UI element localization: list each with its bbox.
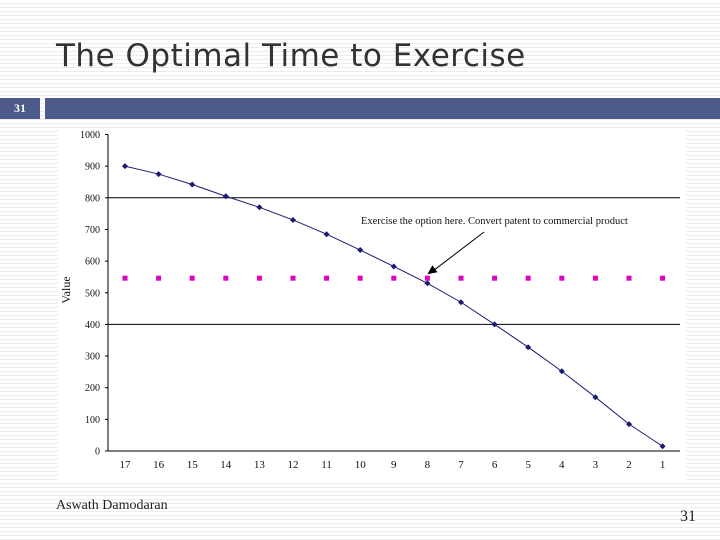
data-point-patent-value — [155, 171, 162, 178]
footer-author: Aswath Damodaran — [56, 498, 168, 513]
x-tick-label: 11 — [321, 459, 332, 471]
data-point-commercial-value — [424, 275, 430, 281]
data-point-commercial-value — [122, 275, 128, 281]
data-point-patent-value — [424, 280, 431, 287]
data-point-patent-value — [491, 321, 498, 328]
y-tick-label: 700 — [85, 225, 100, 236]
x-tick-label: 14 — [220, 459, 232, 471]
x-tick-label: 8 — [425, 459, 431, 471]
plot-area-background — [58, 128, 686, 481]
x-tick-label: 1 — [660, 459, 666, 471]
data-point-commercial-value — [189, 275, 195, 281]
data-point-patent-value — [323, 231, 330, 238]
y-tick-label: 900 — [85, 162, 100, 173]
data-point-patent-value — [122, 163, 128, 170]
annotation-label: Exercise the option here. Convert patent… — [361, 216, 628, 227]
y-tick-label: 0 — [95, 447, 100, 458]
y-tick-label: 300 — [85, 352, 100, 363]
data-point-commercial-value — [458, 275, 464, 281]
data-point-commercial-value — [357, 275, 363, 281]
data-point-commercial-value — [256, 275, 262, 281]
data-point-commercial-value — [156, 275, 162, 281]
y-axis-title: Value — [59, 276, 73, 303]
annotation-arrow-head — [427, 265, 438, 275]
data-point-commercial-value — [592, 275, 598, 281]
x-tick-label: 4 — [559, 459, 565, 471]
data-point-patent-value — [558, 368, 565, 375]
data-point-commercial-value — [525, 275, 531, 281]
data-point-patent-value — [256, 204, 263, 211]
x-tick-label: 15 — [187, 459, 199, 471]
x-tick-label: 9 — [391, 459, 397, 471]
data-point-commercial-value — [324, 275, 330, 281]
x-tick-label: 16 — [153, 459, 165, 471]
y-tick-label: 200 — [85, 383, 100, 394]
y-tick-label: 800 — [85, 193, 100, 204]
x-tick-label: 17 — [120, 459, 132, 471]
data-point-patent-value — [592, 394, 599, 401]
x-tick-label: 7 — [458, 459, 464, 471]
data-point-commercial-value — [290, 275, 296, 281]
data-point-patent-value — [390, 263, 397, 270]
y-tick-label: 100 — [85, 415, 100, 426]
data-point-commercial-value — [223, 275, 229, 281]
data-point-commercial-value — [626, 275, 632, 281]
y-tick-label: 600 — [85, 257, 100, 268]
annotation-arrow-line — [431, 231, 485, 273]
x-tick-label: 2 — [626, 459, 632, 471]
data-point-commercial-value — [391, 275, 397, 281]
slide-number-badge: 31 — [0, 98, 40, 119]
data-point-patent-value — [357, 247, 364, 254]
data-point-patent-value — [222, 193, 229, 200]
data-point-patent-value — [290, 216, 296, 223]
data-point-patent-value — [189, 181, 196, 188]
x-tick-label: 12 — [288, 459, 299, 471]
title-accent-bar — [45, 98, 720, 119]
y-tick-label: 400 — [85, 320, 100, 331]
x-tick-label: 6 — [492, 459, 498, 471]
footer-page-number: 31 — [680, 508, 696, 525]
data-point-commercial-value — [660, 275, 666, 281]
y-tick-label: 500 — [85, 288, 100, 299]
data-point-patent-value — [626, 421, 632, 428]
y-tick-label: 1000 — [80, 130, 100, 141]
data-point-patent-value — [458, 299, 464, 306]
data-point-patent-value — [525, 344, 532, 351]
x-tick-label: 13 — [254, 459, 266, 471]
data-point-patent-value — [659, 443, 666, 450]
data-point-commercial-value — [559, 275, 565, 281]
x-tick-label: 3 — [593, 459, 599, 471]
data-point-commercial-value — [492, 275, 498, 281]
slide-title: The Optimal Time to Exercise — [56, 38, 526, 74]
x-tick-label: 5 — [525, 459, 531, 471]
x-tick-label: 10 — [355, 459, 367, 471]
